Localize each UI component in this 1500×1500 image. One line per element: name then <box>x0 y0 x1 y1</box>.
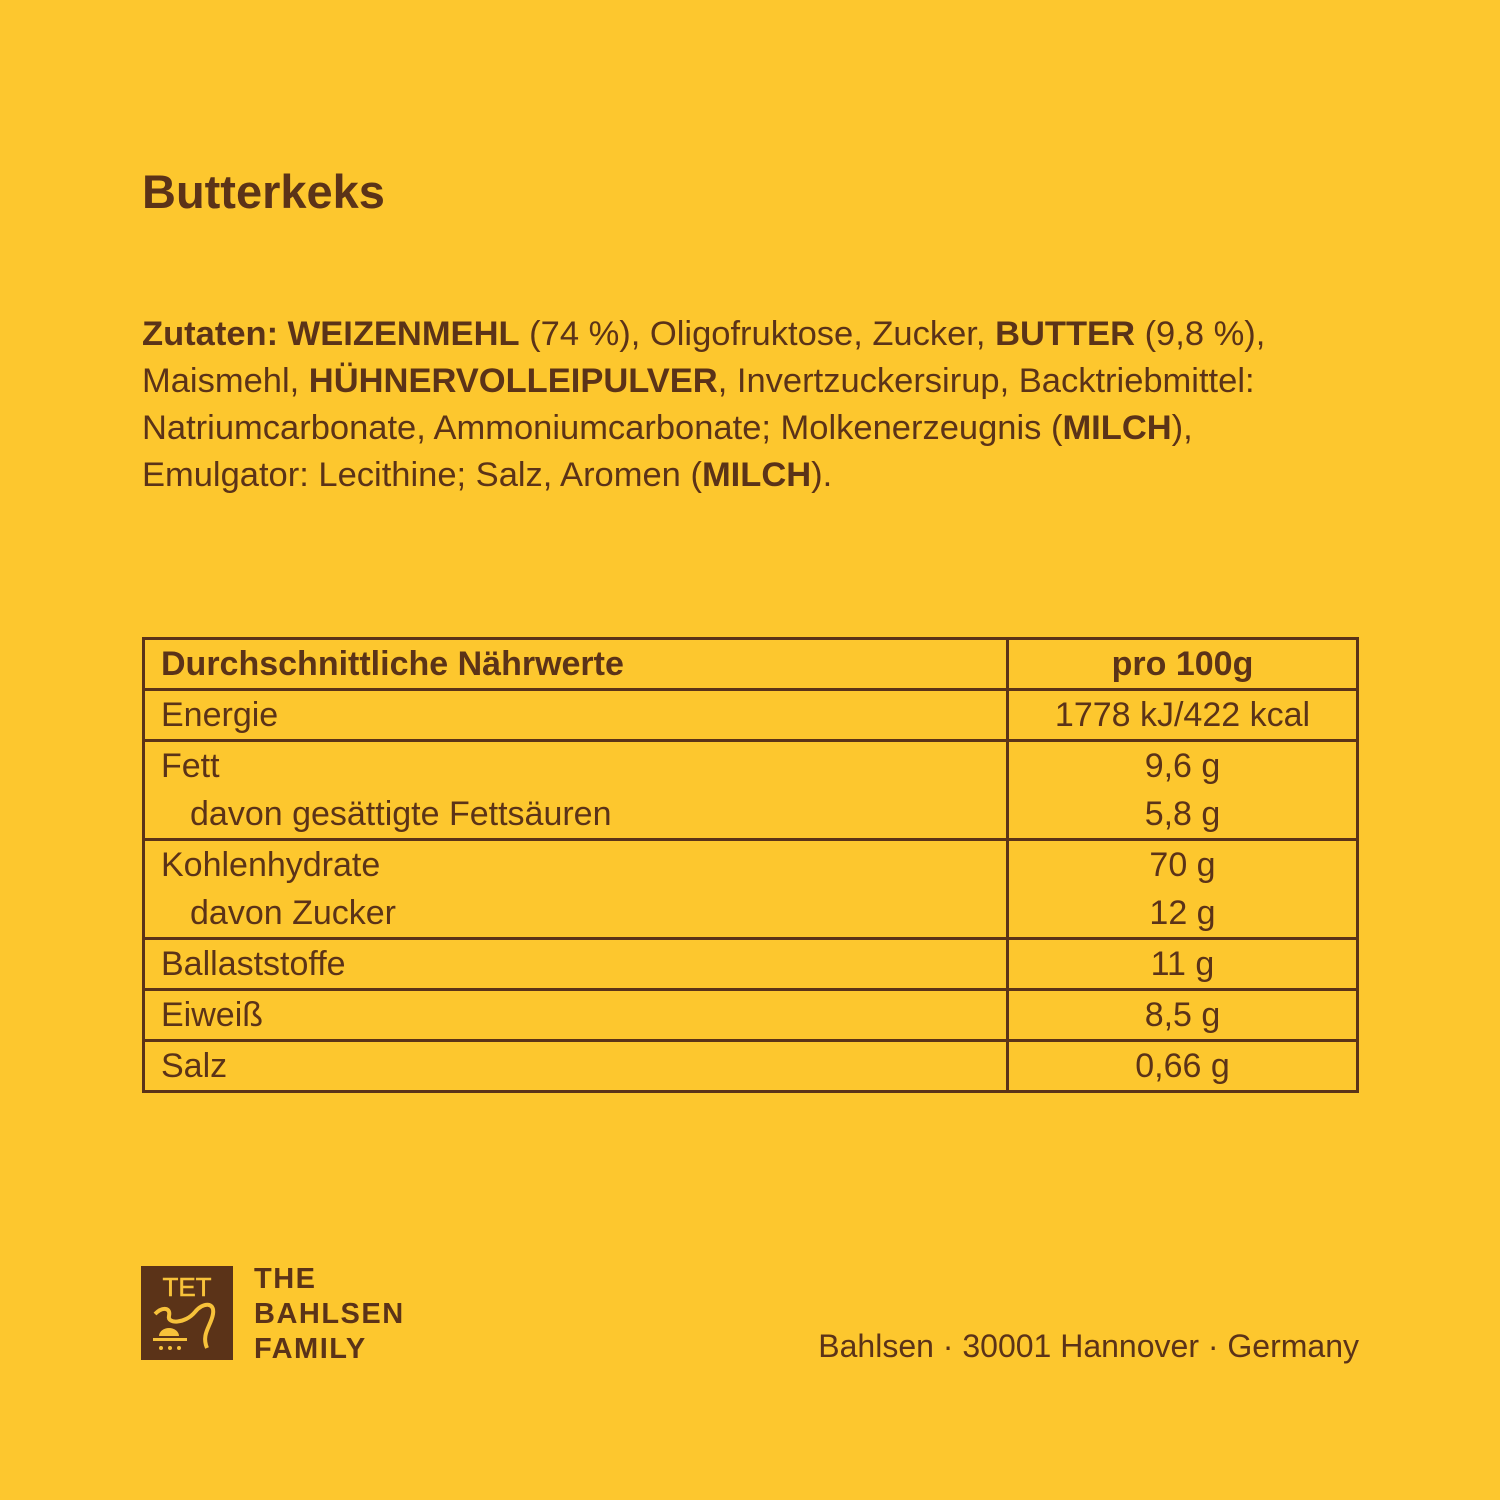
ingredient-text: ), Emulgator: Lecithine; Salz, Aromen ( <box>142 409 1193 494</box>
ingredient-text: (74 %), Oligofruktose, Zucker, <box>519 315 996 353</box>
brand-name: THE BAHLSEN FAMILY <box>254 1262 405 1367</box>
brand-line: FAMILY <box>254 1333 367 1365</box>
row-value: 5,8 g <box>1006 790 1359 841</box>
table-header-row: Durchschnittliche Nährwerte pro 100g <box>142 637 1359 691</box>
nutrition-table: Durchschnittliche Nährwerte pro 100g Ene… <box>142 637 1359 1093</box>
table-row: Energie 1778 kJ/422 kcal <box>142 688 1359 742</box>
row-label: davon gesättigte Fettsäuren <box>142 790 1009 841</box>
row-value: 70 g <box>1006 838 1359 889</box>
row-label: davon Zucker <box>142 889 1009 940</box>
row-value: 9,6 g <box>1006 739 1359 790</box>
ingredient-bold: Zutaten: <box>142 315 288 353</box>
ingredient-bold: MILCH <box>701 456 812 494</box>
row-value: 11 g <box>1006 937 1359 991</box>
bahlsen-logo-icon: TET <box>141 1266 233 1360</box>
row-label: Kohlenhydrate <box>142 838 1009 889</box>
header-label: Durchschnittliche Nährwerte <box>142 637 1009 691</box>
table-row: davon Zucker 12 g <box>142 889 1359 940</box>
ingredient-text: (9,8 %), Maismehl, <box>142 315 1266 400</box>
address: Bahlsen · 30001 Hannover · Germany <box>818 1328 1359 1364</box>
brand-line: BAHLSEN <box>254 1298 405 1330</box>
table-row: Salz 0,66 g <box>142 1039 1359 1093</box>
ingredient-bold: HÜHNERVOLLEIPULVER <box>308 362 718 400</box>
row-label: Eiweiß <box>142 988 1009 1042</box>
row-value: 1778 kJ/422 kcal <box>1006 688 1359 742</box>
ingredient-bold: WEIZENMEHL <box>287 315 520 353</box>
ingredients-text: Zutaten: WEIZENMEHL (74 %), Oligofruktos… <box>142 311 1322 499</box>
header-value: pro 100g <box>1006 637 1359 691</box>
ingredient-bold: MILCH <box>1062 409 1172 447</box>
table-row: Eiweiß 8,5 g <box>142 988 1359 1042</box>
row-label: Ballaststoffe <box>142 937 1009 991</box>
row-value: 0,66 g <box>1006 1039 1359 1093</box>
row-label: Salz <box>142 1039 1009 1093</box>
table-row: Fett 9,6 g <box>142 739 1359 790</box>
row-value: 8,5 g <box>1006 988 1359 1042</box>
ingredient-text: ). <box>811 456 833 494</box>
row-label: Fett <box>142 739 1009 790</box>
svg-text:TET: TET <box>162 1272 211 1302</box>
ingredient-text: , Invertzuckersirup, Backtriebmittel: Na… <box>142 362 1255 447</box>
ingredient-bold: BUTTER <box>995 315 1135 353</box>
row-label: Energie <box>142 688 1009 742</box>
table-row: Ballaststoffe 11 g <box>142 937 1359 991</box>
table-row: Kohlenhydrate 70 g <box>142 838 1359 889</box>
row-value: 12 g <box>1006 889 1359 940</box>
product-title: Butterkeks <box>142 165 385 218</box>
table-row: davon gesättigte Fettsäuren 5,8 g <box>142 790 1359 841</box>
brand-line: THE <box>254 1263 317 1295</box>
